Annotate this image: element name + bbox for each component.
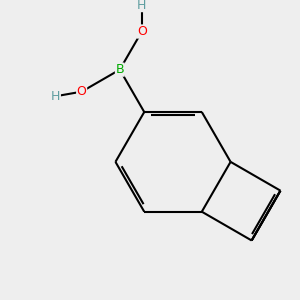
Text: O: O	[137, 25, 147, 38]
Text: H: H	[51, 90, 60, 103]
Text: H: H	[137, 0, 146, 12]
Text: O: O	[77, 85, 87, 98]
Text: B: B	[116, 63, 124, 76]
